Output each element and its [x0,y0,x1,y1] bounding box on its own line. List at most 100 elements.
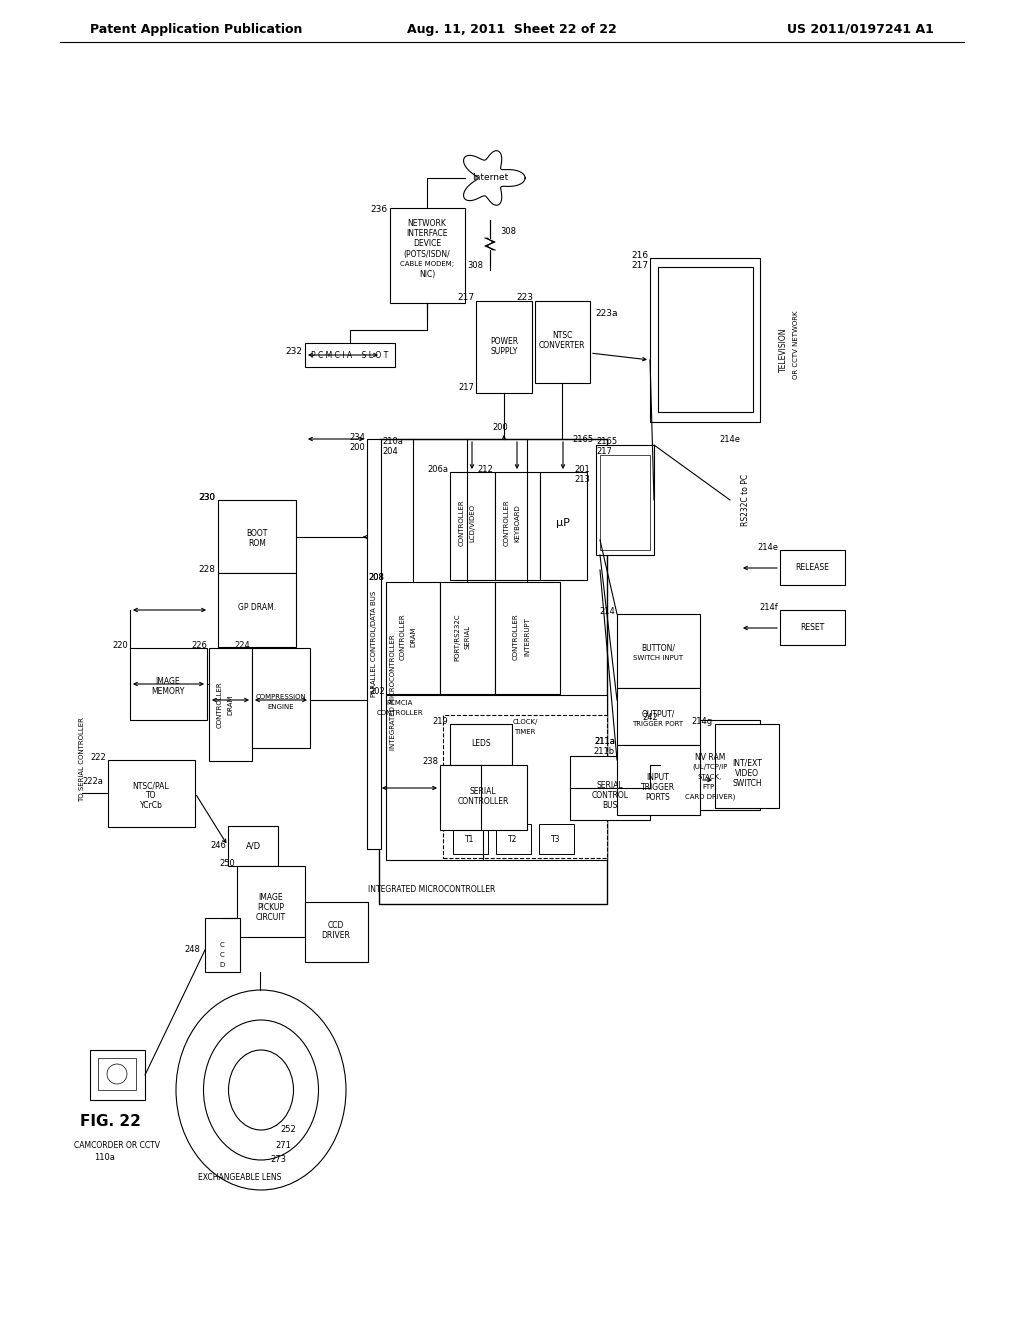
Text: CARD DRIVER): CARD DRIVER) [685,793,735,800]
Text: 210a: 210a [382,437,402,446]
Text: DRAM: DRAM [227,694,233,715]
Text: 212: 212 [477,465,493,474]
Text: 217: 217 [631,260,648,269]
Text: SUPPLY: SUPPLY [490,347,518,356]
Text: TRIGGER: TRIGGER [641,783,675,792]
Text: PORTS: PORTS [645,792,671,801]
Bar [440,582,495,694]
Text: μP: μP [556,517,570,528]
Text: SERIAL: SERIAL [470,788,497,796]
Text: 216: 216 [631,251,648,260]
Text: 110a: 110a [94,1152,116,1162]
Text: 202: 202 [370,688,385,697]
Text: 217: 217 [596,447,612,457]
Ellipse shape [228,1049,294,1130]
Bar [390,209,465,304]
Text: 223: 223 [516,293,534,302]
Text: 246: 246 [210,842,226,850]
Text: 224: 224 [234,640,250,649]
Text: INT/EXT: INT/EXT [732,759,762,767]
Bar [617,744,700,814]
Text: PICKUP: PICKUP [257,903,285,912]
Bar [780,610,845,645]
Text: TIMER: TIMER [514,729,536,735]
Text: LEDS: LEDS [471,739,490,748]
Text: 214e: 214e [757,543,778,552]
Text: 211b: 211b [594,747,615,756]
Bar [228,826,278,866]
Bar [450,473,495,579]
Bar [305,902,368,962]
Bar [218,500,296,573]
Text: CONTROLLER: CONTROLLER [459,500,465,546]
Text: Patent Application Publication: Patent Application Publication [90,22,302,36]
Text: CONTROLLER: CONTROLLER [458,797,509,807]
Text: KEYBOARD: KEYBOARD [514,504,520,543]
Text: FIG. 22: FIG. 22 [80,1114,140,1130]
Text: DRIVER: DRIVER [322,932,350,940]
Text: 217: 217 [457,293,474,302]
Text: RELEASE: RELEASE [795,562,829,572]
Text: 208: 208 [368,573,384,582]
Text: CONTROLLER: CONTROLLER [513,614,519,660]
Ellipse shape [106,1064,127,1084]
Text: TRIGGER PORT: TRIGGER PORT [633,721,684,727]
Text: CIRCUIT: CIRCUIT [256,913,286,923]
Text: VIDEO: VIDEO [735,768,759,777]
Text: 208: 208 [368,573,384,582]
Bar [650,257,760,422]
Text: BOOT: BOOT [247,528,267,537]
Text: PORT/RS232C: PORT/RS232C [454,614,460,661]
Bar [237,866,305,937]
Text: 2165: 2165 [572,436,594,445]
Text: RESET: RESET [800,623,824,631]
Text: IMAGE: IMAGE [259,894,284,903]
Text: 250: 250 [219,858,234,867]
Text: CONVERTER: CONVERTER [539,342,586,351]
Bar [570,756,650,820]
Text: 226: 226 [191,640,207,649]
Text: COMPRESSION: COMPRESSION [256,694,306,700]
Bar [450,723,512,766]
Text: 200: 200 [493,422,508,432]
Text: 223a: 223a [595,309,617,318]
Text: 2165: 2165 [596,437,617,446]
Text: 252: 252 [280,1126,296,1134]
Text: 238: 238 [422,758,438,767]
Bar [386,582,440,694]
Text: POWER: POWER [489,338,518,346]
Text: ROM: ROM [248,539,266,548]
Text: Aug. 11, 2011  Sheet 22 of 22: Aug. 11, 2011 Sheet 22 of 22 [408,22,616,36]
Text: BUTTON/: BUTTON/ [641,644,675,652]
Text: C: C [219,952,224,958]
Bar [443,715,607,858]
Bar [496,824,531,854]
Text: 308: 308 [500,227,516,236]
Text: 201: 201 [574,465,590,474]
Text: 230: 230 [199,492,215,502]
Text: 214e: 214e [720,436,740,445]
Text: CCD: CCD [328,921,344,931]
Bar [596,445,654,554]
Text: OR CCTV NETWORK: OR CCTV NETWORK [793,310,799,379]
Text: CONTROLLER: CONTROLLER [377,710,423,715]
Bar [495,582,560,694]
Text: NTSC: NTSC [552,331,572,341]
Text: 214f: 214f [759,602,778,611]
Bar [539,824,574,854]
Text: NV RAM: NV RAM [695,752,725,762]
Bar [205,917,240,972]
Text: T2: T2 [508,834,518,843]
Text: CABLE MODEM;: CABLE MODEM; [400,261,454,267]
Text: EXCHANGEABLE LENS: EXCHANGEABLE LENS [199,1173,282,1183]
Bar [535,301,590,383]
Text: ENGINE: ENGINE [267,704,294,710]
Text: D: D [219,962,224,968]
Bar [379,440,607,904]
Text: 228: 228 [198,565,215,574]
Text: 234: 234 [349,433,365,441]
Text: GP DRAM.: GP DRAM. [238,602,276,611]
Text: INTERRUPT: INTERRUPT [524,618,530,656]
Text: 200: 200 [349,442,365,451]
Bar [617,614,700,688]
